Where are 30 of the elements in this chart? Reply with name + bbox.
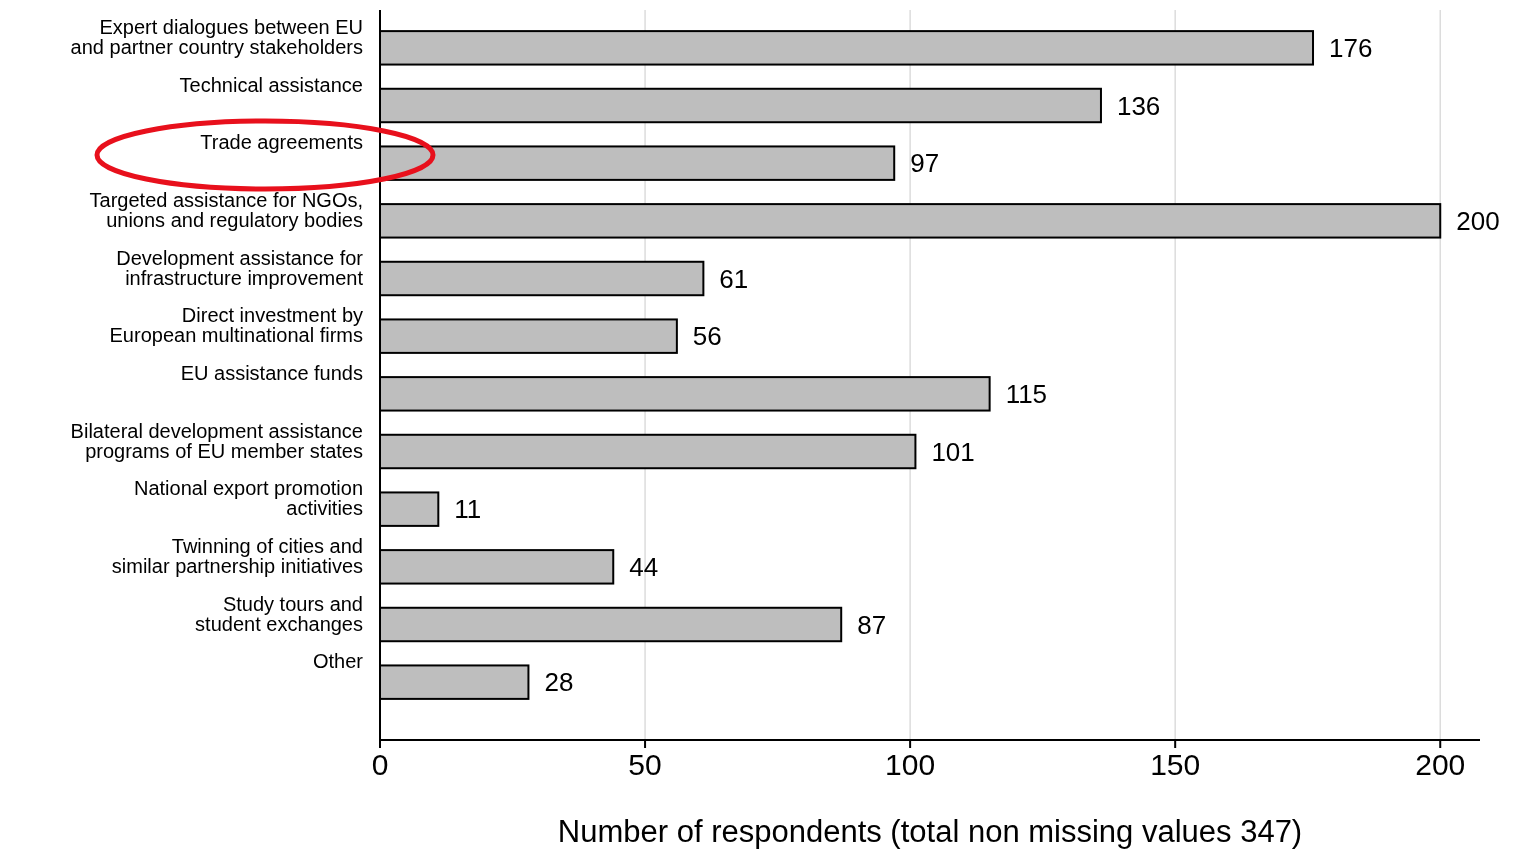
y-tick-label: Targeted assistance for NGOs, unions and regulatory bodies (89, 188, 363, 231)
y-tick-label: Expert dialogues between EU and partner country stakeholders (70, 15, 363, 58)
y-tick-label: Direct investment by European multinational firms (109, 304, 363, 347)
data-label: 44 (629, 551, 659, 582)
data-label: 176 (1329, 32, 1373, 63)
data-label: 28 (544, 667, 574, 698)
x-tick-label: 150 (1150, 748, 1201, 781)
data-label: 101 (931, 436, 975, 467)
data-label: 115 (1005, 378, 1048, 409)
y-tick-label: Other (312, 650, 364, 673)
y-tick-label: Study tours and student exchanges (195, 592, 363, 635)
data-label: 61 (719, 263, 749, 294)
y-tick-label: National export promotion activities (133, 477, 363, 520)
y-tick-label: EU assistance funds (180, 361, 363, 384)
data-label: 87 (857, 609, 887, 640)
x-tick-label: 50 (628, 748, 662, 781)
data-label: 136 (1116, 90, 1161, 121)
data-label: 56 (692, 321, 722, 352)
data-label: 97 (910, 148, 940, 179)
y-tick-label: Bilateral development assistance programs of EU member states (70, 419, 363, 462)
x-axis-title: Number of respondents (total non missing values 347) (557, 814, 1303, 849)
y-tick-label: Twinning of cities and similar partnership initiatives (111, 534, 363, 577)
y-tick-label: Trade agreements (200, 131, 363, 154)
x-tick-label: 100 (885, 748, 936, 781)
x-tick-label: 200 (1415, 748, 1466, 781)
data-label: 11 (454, 494, 482, 525)
data-label: 200 (1456, 205, 1500, 236)
y-tick-label: Development assistance for infrastructure improvement (116, 246, 364, 289)
x-tick-label: 0 (371, 748, 389, 781)
y-tick-label: Technical assistance (179, 73, 363, 96)
